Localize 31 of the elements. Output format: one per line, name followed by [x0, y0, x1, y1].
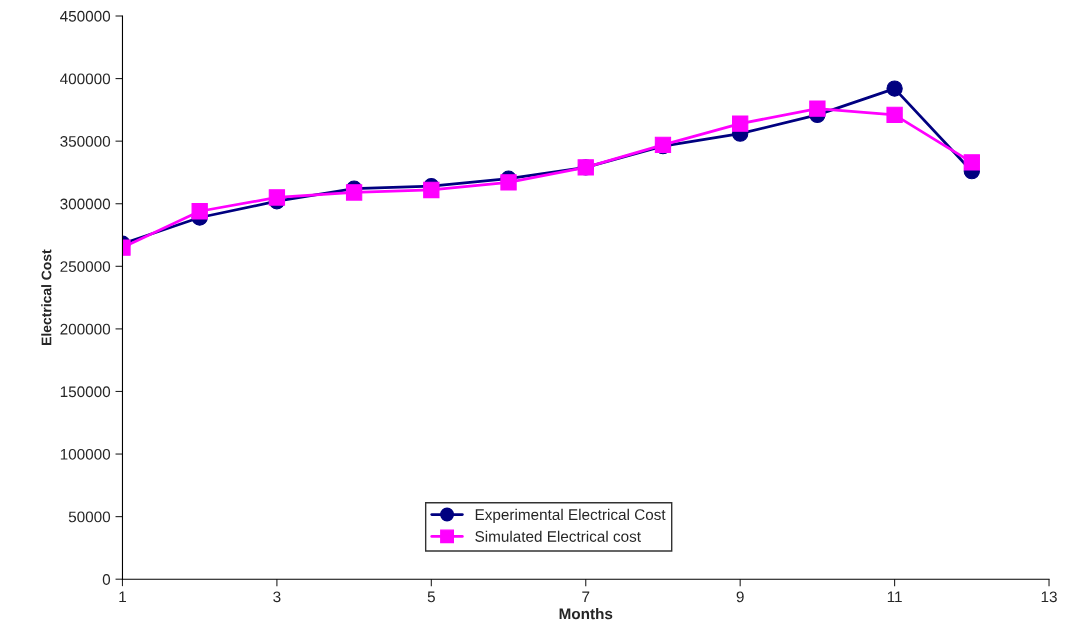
y-axis-title: Electrical Cost	[41, 249, 52, 345]
point	[423, 181, 440, 199]
y-tick-label: 400000	[60, 73, 111, 85]
x-axis-title: Months	[559, 608, 613, 620]
x-tick-label: 11	[887, 591, 902, 603]
y-tick-label: 50000	[68, 511, 111, 523]
legend-label: Simulated Electrical cost	[475, 530, 641, 542]
point	[268, 189, 286, 206]
x-tick-label: 5	[427, 591, 435, 603]
y-tick-label: 0	[102, 574, 111, 585]
y-tick-label: 150000	[60, 386, 111, 398]
point	[886, 80, 903, 97]
point	[809, 100, 826, 117]
point	[732, 115, 749, 132]
legend-label: Experimental Electrical Cost	[475, 508, 666, 524]
point	[886, 106, 903, 124]
x-tick-label: 3	[273, 591, 281, 603]
point	[500, 174, 517, 191]
y-tick-label: 100000	[60, 448, 111, 460]
y-tick-label: 300000	[60, 198, 111, 210]
x-tick-label: 9	[736, 591, 744, 603]
y-tick-label: 250000	[60, 261, 111, 272]
y-tick-label: 450000	[60, 10, 111, 22]
x-tick-label: 7	[582, 591, 590, 603]
point	[345, 184, 363, 201]
point	[963, 154, 980, 171]
point	[191, 203, 208, 220]
y-tick-label: 200000	[60, 323, 111, 335]
y-tick-label: 350000	[60, 136, 111, 147]
x-tick-label: 1	[119, 591, 126, 603]
x-tick-label: 13	[1041, 591, 1057, 603]
